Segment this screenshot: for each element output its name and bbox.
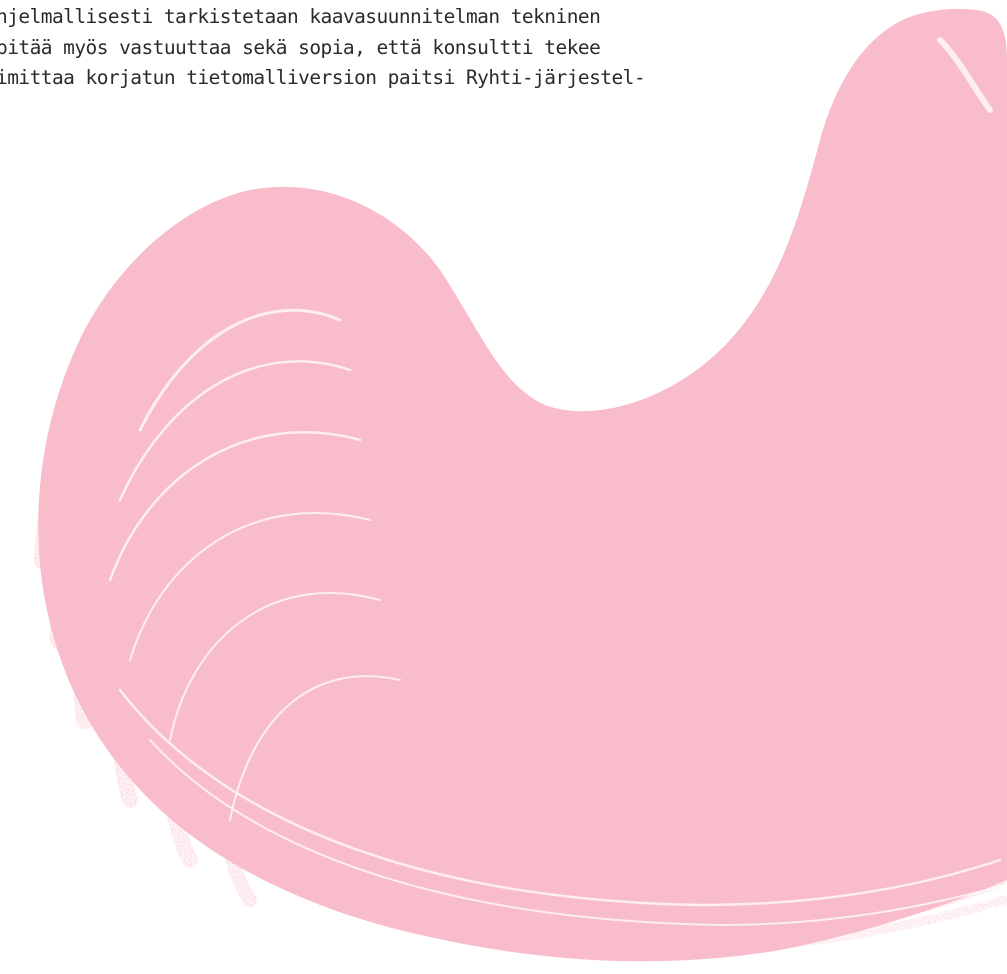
text-line-3: imittaa korjatun tietomalliversion paits…: [0, 66, 646, 89]
text-line-1: hjelmallisesti tarkistetaan kaavasuunnit…: [0, 5, 601, 28]
body-text: hjelmallisesti tarkistetaan kaavasuunnit…: [0, 2, 756, 94]
text-line-2: pitää myös vastuuttaa sekä sopia, että k…: [0, 35, 601, 59]
